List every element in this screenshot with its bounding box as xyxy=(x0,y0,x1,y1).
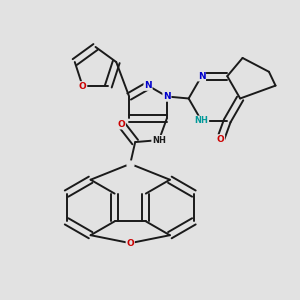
Text: O: O xyxy=(79,82,87,91)
Text: N: N xyxy=(144,81,152,90)
Text: N: N xyxy=(163,92,171,101)
Text: O: O xyxy=(126,238,134,247)
Text: NH: NH xyxy=(195,116,208,125)
Text: O: O xyxy=(217,135,224,144)
Text: NH: NH xyxy=(152,136,166,145)
Text: O: O xyxy=(117,120,125,129)
Text: N: N xyxy=(198,72,205,81)
